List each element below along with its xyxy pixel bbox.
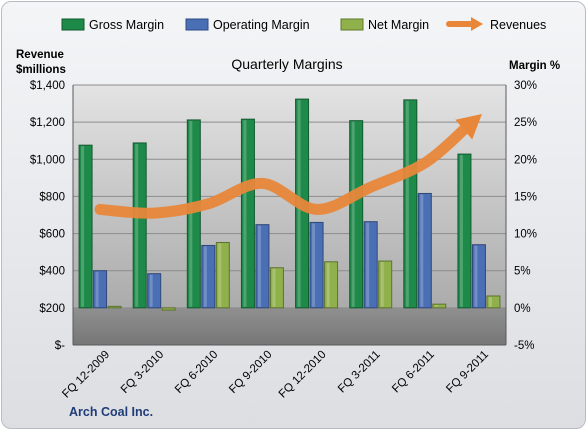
category-label: FQ 9-2011 [444,349,491,396]
bar-gross-margin [404,100,417,308]
category-label: FQ 12-2010 [277,349,329,401]
bar-operating-margin [256,225,269,308]
bar-highlight-operating-margin [150,275,153,307]
chart-title: Quarterly Margins [231,56,342,72]
bar-net-margin [108,306,121,308]
legend-item-net-margin[interactable]: Net Margin [341,18,429,32]
right-tick-label: 10% [514,229,537,241]
bar-highlight-gross-margin [352,122,355,307]
bar-highlight-gross-margin [81,146,84,307]
bar-gross-margin [133,143,146,308]
bar-operating-margin [202,245,215,307]
category-label: FQ 3-2011 [336,349,383,396]
bar-highlight-net-margin [272,269,275,307]
legend-swatch-operating-margin [186,19,208,30]
bar-highlight-gross-margin [406,101,409,307]
bar-net-margin [379,261,392,308]
legend-swatch-net-margin [341,19,363,30]
bar-gross-margin [241,119,254,308]
category-label: FQ 9-2010 [227,349,274,396]
bar-operating-margin [364,222,377,308]
category-label: FQ 6-2011 [390,349,437,396]
bar-operating-margin [472,245,485,308]
legend-label-net-margin: Net Margin [368,18,429,32]
right-tick-label: -5% [514,340,534,352]
left-tick-label: $1,200 [30,117,65,129]
right-tick-label: 15% [514,191,537,203]
bar-highlight-gross-margin [135,144,138,307]
right-axis-title: Margin % [509,60,560,72]
bar-highlight-net-margin [435,305,438,307]
left-tick-label: $600 [39,229,65,241]
legend-item-revenues[interactable]: Revenues [449,17,546,32]
left-tick-label: $200 [39,303,65,315]
category-label: FQ 3-2010 [119,349,166,396]
bar-gross-margin [458,154,471,308]
right-tick-label: 30% [514,80,537,92]
left-axis-title-line2: $millions [16,64,66,76]
bar-highlight-operating-margin [96,272,99,307]
bar-operating-margin [94,271,107,308]
bar-highlight-net-margin [218,243,221,306]
category-label: FQ 12-2009 [60,349,112,401]
left-tick-label: $1,000 [30,154,65,166]
company-name: Arch Coal Inc. [69,405,153,419]
bar-net-margin [216,242,229,307]
bar-highlight-net-margin [489,297,492,307]
legend-label-operating-margin: Operating Margin [213,18,310,32]
legend-label-gross-margin: Gross Margin [89,18,164,32]
bar-operating-margin [310,222,323,307]
bar-gross-margin [79,145,92,308]
bar-net-margin [487,296,500,308]
legend-item-gross-margin[interactable]: Gross Margin [62,18,164,32]
bar-net-margin [433,304,446,308]
bar-highlight-operating-margin [420,194,423,306]
bar-highlight-operating-margin [474,246,477,307]
legend-item-operating-margin[interactable]: Operating Margin [186,18,310,32]
bar-highlight-operating-margin [258,226,261,307]
category-label: FQ 6-2010 [173,349,220,396]
right-tick-label: 25% [514,117,537,129]
bar-net-margin [162,308,175,310]
bar-highlight-gross-margin [460,155,463,307]
left-tick-label: $400 [39,266,65,278]
left-tick-label: $- [55,340,65,352]
bar-highlight-gross-margin [243,120,246,307]
bar-gross-margin [350,121,363,308]
plot-floor [73,308,506,345]
left-tick-label: $800 [39,191,65,203]
bar-highlight-operating-margin [312,223,315,306]
bar-net-margin [270,268,283,308]
bar-operating-margin [418,193,431,307]
left-tick-label: $1,400 [30,80,65,92]
legend-swatch-revenues-arrowhead [471,17,483,31]
right-tick-label: 5% [514,266,531,278]
left-axis-title-line1: Revenue [16,49,64,61]
bar-highlight-operating-margin [204,246,207,306]
legend-label-revenues: Revenues [490,18,546,32]
bar-highlight-net-margin [327,263,330,307]
legend-swatch-gross-margin [62,19,84,30]
legend: Gross Margin Operating Margin Net Margin… [62,17,546,32]
bar-highlight-net-margin [381,262,384,307]
bar-highlight-operating-margin [366,223,369,307]
right-tick-label: 20% [514,154,537,166]
bar-net-margin [325,262,338,308]
bar-operating-margin [148,274,161,308]
right-tick-label: 0% [514,303,531,315]
